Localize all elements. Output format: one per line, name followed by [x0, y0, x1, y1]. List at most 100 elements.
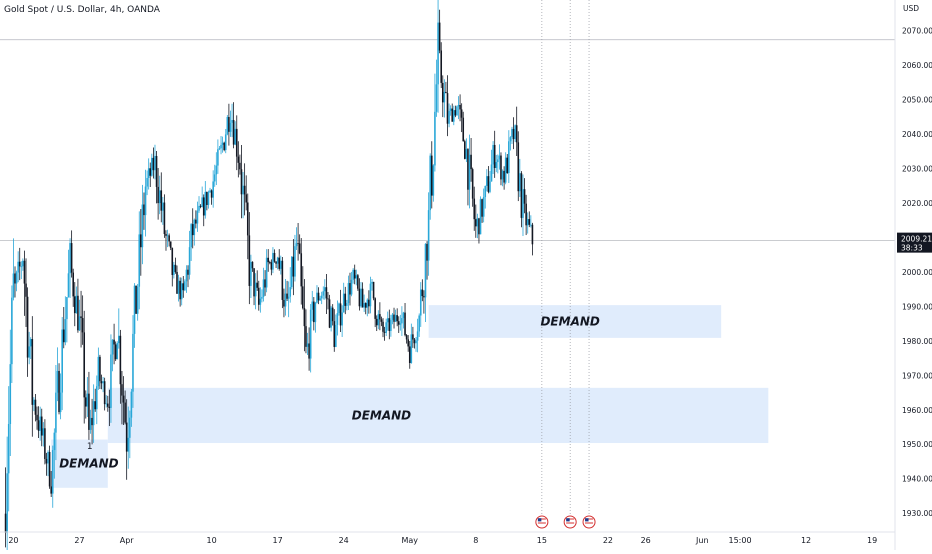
candle-body: [11, 297, 13, 365]
candle-body: [129, 417, 131, 438]
price-tick-label: 2050.000: [902, 96, 932, 105]
flag-stripe: [537, 522, 546, 524]
candle-body: [281, 260, 284, 300]
candle-body: [283, 299, 285, 307]
candle-body: [257, 287, 260, 305]
candle-body: [394, 315, 397, 322]
time-tick-label: 15:00: [728, 536, 751, 545]
candle-body: [500, 155, 502, 180]
candle-body: [468, 154, 471, 190]
candle-body: [486, 176, 488, 186]
candle-body: [509, 137, 512, 142]
flag-stripe: [566, 524, 575, 526]
candle-body: [504, 157, 507, 183]
candle-body: [372, 281, 375, 299]
candle-body: [162, 202, 164, 211]
time-tick-label: Apr: [120, 536, 135, 545]
candle-body: [407, 339, 409, 347]
candle-body: [223, 142, 225, 151]
candle-body: [70, 243, 73, 273]
candle-body: [9, 364, 12, 424]
candle-body: [278, 257, 281, 269]
currency-label: USD: [903, 4, 919, 13]
time-tick-label: May: [401, 536, 418, 545]
demand-zone: [428, 305, 722, 338]
candle-body: [103, 381, 106, 405]
candle-body: [333, 321, 336, 347]
candle-body: [525, 203, 527, 226]
candle-body: [51, 450, 54, 494]
us-flag-event-icon[interactable]: [563, 515, 577, 529]
candle-body: [435, 84, 438, 112]
candle-body: [388, 318, 391, 331]
candle-body: [294, 246, 296, 277]
time-tick-label: 10: [207, 536, 217, 545]
candle-body: [204, 191, 207, 216]
flag-stripe: [566, 520, 575, 522]
candle-body: [84, 397, 87, 407]
candle-body: [302, 286, 304, 309]
candle-body: [437, 22, 439, 85]
candle-body: [29, 339, 32, 347]
candle-body: [284, 293, 287, 307]
candle-body: [297, 243, 299, 245]
candle-body: [127, 437, 130, 452]
candle-body: [231, 119, 233, 123]
candle-body: [368, 299, 370, 307]
candle-body: [185, 269, 188, 282]
candle-body: [243, 185, 246, 195]
candle-body: [404, 312, 406, 336]
us-flag-event-icon[interactable]: [582, 515, 596, 529]
candle-body: [62, 329, 65, 343]
candle-body: [66, 297, 68, 320]
price-tick-label: 1960.000: [902, 406, 932, 415]
candle-body: [88, 393, 90, 430]
candle-body: [268, 262, 271, 263]
candle-body: [399, 323, 402, 325]
candle-body: [118, 335, 120, 344]
candle-body: [273, 252, 276, 262]
candle-body: [119, 335, 122, 385]
candle-body: [44, 428, 46, 459]
candle-body: [213, 174, 216, 182]
candle-body: [460, 109, 463, 118]
candle-body: [106, 403, 109, 407]
last-price-tag: [897, 232, 932, 253]
candle-body: [190, 224, 192, 248]
candle-body: [195, 219, 197, 224]
candle-body: [37, 420, 40, 431]
candle-body: [174, 264, 177, 272]
candle-body: [415, 340, 417, 344]
candle-body: [228, 117, 230, 132]
candle-body: [152, 157, 155, 171]
candle-body: [108, 406, 111, 408]
candle-body: [235, 128, 238, 157]
candle-body: [515, 125, 518, 143]
candle-body: [423, 296, 425, 298]
candle-body: [465, 149, 468, 159]
candle-body: [421, 289, 424, 297]
candle-body: [234, 128, 236, 145]
candle-body: [523, 189, 526, 204]
candle-body: [210, 190, 213, 198]
candle-body: [331, 307, 334, 322]
candle-body: [251, 261, 254, 269]
price-tick-label: 2000.000: [902, 268, 932, 277]
candle-body: [56, 370, 59, 393]
candle-body: [272, 252, 274, 270]
candle-body: [184, 281, 186, 291]
candle-body: [160, 190, 163, 211]
candle-body: [366, 299, 369, 308]
price-tick-label: 2030.000: [902, 164, 932, 173]
candle-body: [382, 321, 384, 332]
candle-body: [261, 296, 263, 299]
demand-zone: [51, 439, 108, 488]
us-flag-event-icon[interactable]: [535, 515, 549, 529]
flag-stripe: [537, 524, 546, 526]
candle-body: [467, 149, 469, 190]
candle-body: [492, 144, 494, 165]
price-tick-label: 1930.000: [902, 509, 932, 518]
candle-body: [473, 198, 476, 220]
